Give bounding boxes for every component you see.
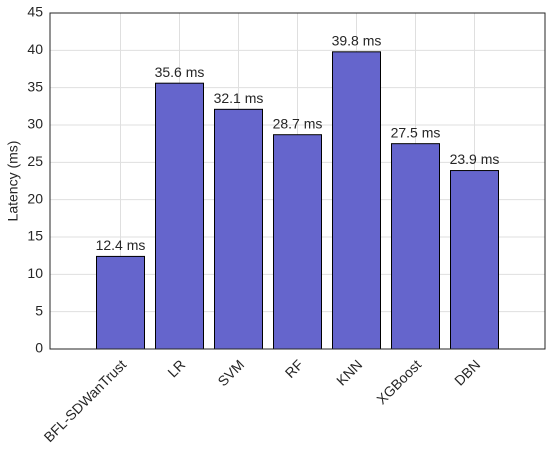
y-tick-label: 15 [27,228,43,244]
plot-frame [49,12,546,350]
x-tick-label: RF [282,356,307,381]
y-tick-label: 20 [27,190,43,206]
bar [273,134,322,350]
bar [155,82,204,350]
bar [391,143,440,350]
y-tick-label: 10 [27,265,43,281]
value-label: 32.1 ms [214,90,264,106]
value-label: 23.9 ms [450,151,500,167]
y-tick-label: 5 [35,302,43,318]
y-tick-label: 0 [35,340,43,356]
x-tick-label: LR [164,356,188,380]
x-tick-label: KNN [333,356,365,388]
bar [96,255,145,350]
value-label: 12.4 ms [96,237,146,253]
y-axis-label: Latency (ms) [5,141,21,222]
y-tick-label: 30 [27,116,43,132]
y-tick-label: 25 [27,153,43,169]
x-tick-label: XGBoost [373,356,424,407]
value-label: 28.7 ms [273,115,323,131]
y-tick-label: 40 [27,41,43,57]
bar [450,170,499,350]
y-tick-label: 35 [27,78,43,94]
bar [332,51,381,350]
value-label: 27.5 ms [391,124,441,140]
value-label: 39.8 ms [332,33,382,49]
x-tick-label: BFL-SDWanTrust [41,356,130,445]
value-label: 35.6 ms [155,64,205,80]
x-tick-label: SVM [214,356,247,389]
bar [214,108,263,350]
y-tick-label: 45 [27,4,43,20]
x-tick-label: DBN [451,356,483,388]
